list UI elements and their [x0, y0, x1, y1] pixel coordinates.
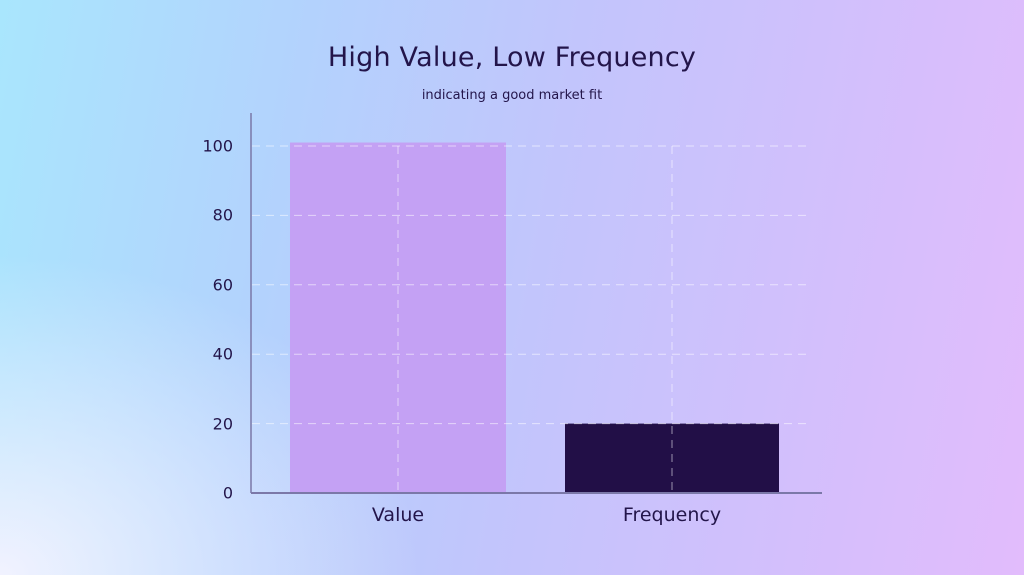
gridlines	[252, 145, 812, 493]
y-tick-label: 40	[212, 344, 233, 364]
x-tick-label-value: Value	[371, 504, 425, 526]
x-tick-label-frequency: Frequency	[622, 504, 722, 526]
y-tick-label: 100	[202, 136, 233, 156]
chart-subtitle: indicating a good market fit	[421, 88, 603, 103]
y-tick-label: 60	[212, 275, 233, 295]
y-tick-label: 0	[222, 483, 233, 503]
chart-title: High Value, Low Frequency	[327, 42, 697, 73]
y-tick-label: 80	[212, 205, 233, 225]
y-tick-label: 20	[212, 414, 233, 434]
